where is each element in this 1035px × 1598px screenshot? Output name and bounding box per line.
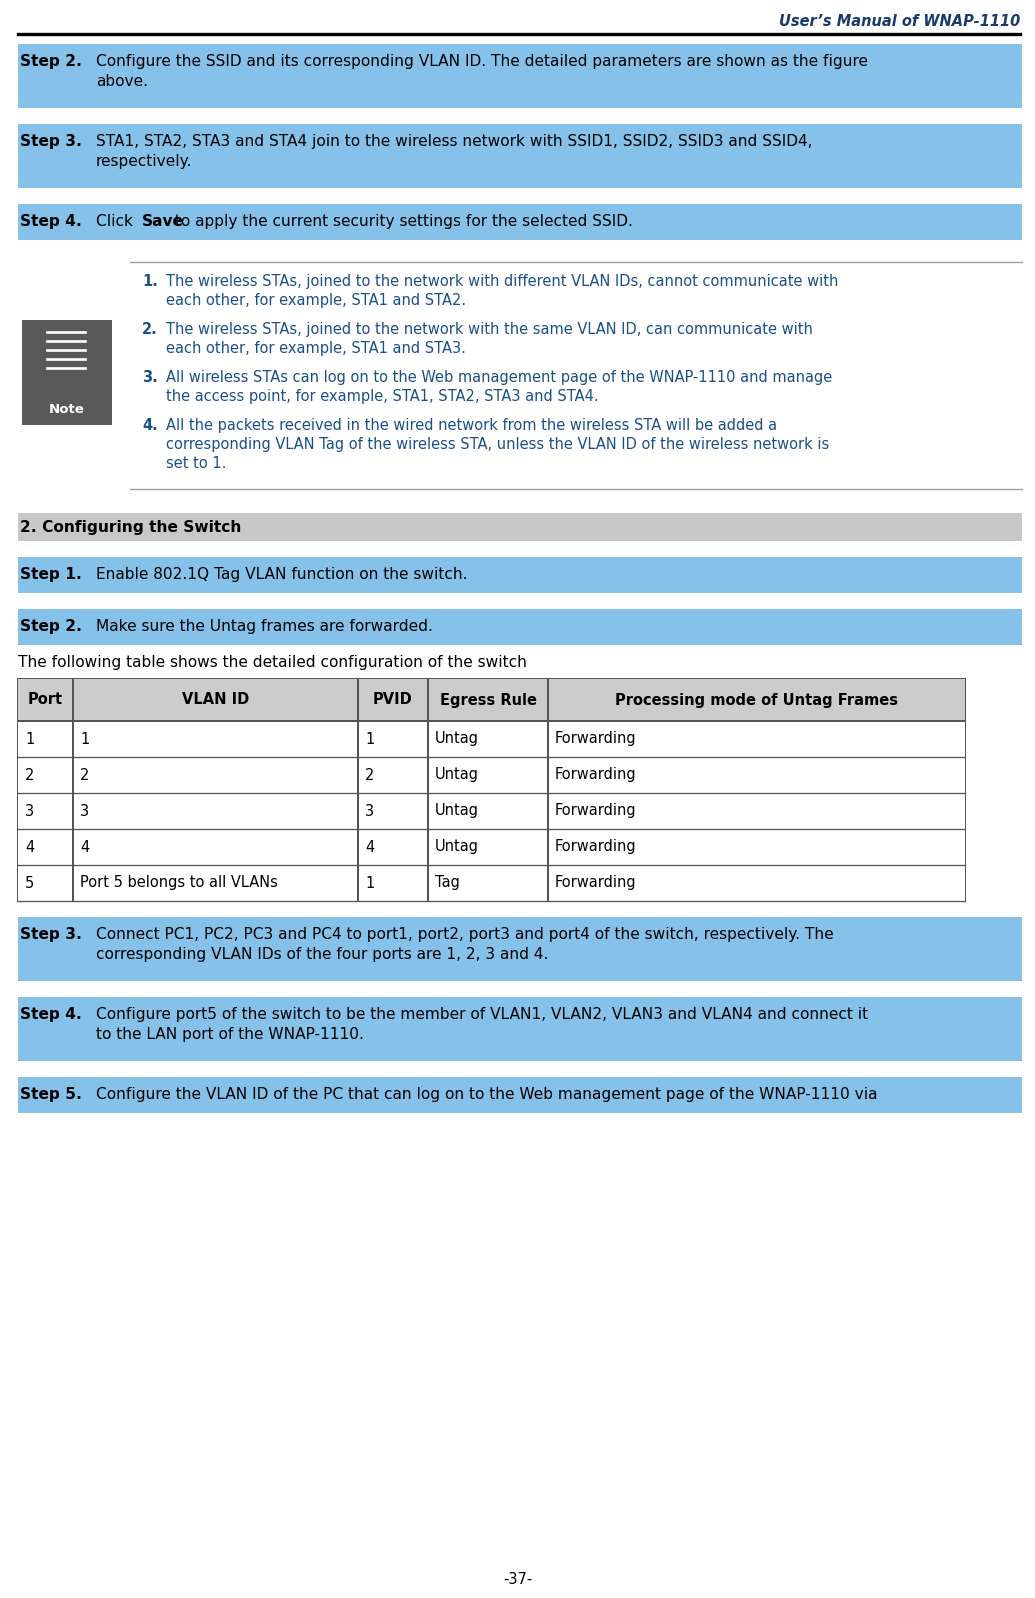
Text: Untag: Untag bbox=[435, 767, 479, 783]
Text: 2: 2 bbox=[80, 767, 89, 783]
Text: Untag: Untag bbox=[435, 804, 479, 818]
Text: 1: 1 bbox=[25, 732, 34, 746]
Text: 1: 1 bbox=[365, 876, 375, 890]
Text: 3: 3 bbox=[80, 804, 89, 818]
Bar bbox=[18, 1077, 1022, 1112]
Text: 4.: 4. bbox=[142, 419, 157, 433]
Bar bbox=[18, 125, 1022, 189]
Text: All wireless STAs can log on to the Web management page of the WNAP-1110 and man: All wireless STAs can log on to the Web … bbox=[166, 371, 832, 385]
Text: Step 1.: Step 1. bbox=[20, 567, 82, 582]
Text: Step 3.: Step 3. bbox=[20, 134, 82, 149]
Text: 2. Configuring the Switch: 2. Configuring the Switch bbox=[20, 519, 241, 535]
Bar bbox=[18, 45, 1022, 109]
Text: each other, for example, STA1 and STA3.: each other, for example, STA1 and STA3. bbox=[166, 340, 466, 356]
Text: 3: 3 bbox=[365, 804, 374, 818]
Text: VLAN ID: VLAN ID bbox=[182, 692, 249, 708]
Bar bbox=[18, 205, 1022, 240]
Text: 1: 1 bbox=[365, 732, 375, 746]
Text: 3: 3 bbox=[25, 804, 34, 818]
Text: Step 4.: Step 4. bbox=[20, 1007, 82, 1023]
Text: Forwarding: Forwarding bbox=[555, 839, 637, 855]
Text: Step 4.: Step 4. bbox=[20, 214, 82, 229]
Text: Processing mode of Untag Frames: Processing mode of Untag Frames bbox=[615, 692, 898, 708]
Text: 1.: 1. bbox=[142, 273, 158, 289]
Text: Forwarding: Forwarding bbox=[555, 804, 637, 818]
Text: Click ⁠: Click ⁠ bbox=[96, 214, 138, 229]
Text: Tag: Tag bbox=[435, 876, 460, 890]
Text: respectively.: respectively. bbox=[96, 153, 193, 169]
Text: 5: 5 bbox=[25, 876, 34, 890]
Text: above.: above. bbox=[96, 74, 148, 89]
Text: Configure the VLAN ID of the PC that can log on to the Web management page of th: Configure the VLAN ID of the PC that can… bbox=[96, 1087, 878, 1103]
Text: The following table shows the detailed configuration of the switch: The following table shows the detailed c… bbox=[18, 655, 527, 670]
Text: Forwarding: Forwarding bbox=[555, 732, 637, 746]
Text: Untag: Untag bbox=[435, 732, 479, 746]
Text: Step 2.: Step 2. bbox=[20, 54, 82, 69]
Bar bbox=[18, 679, 965, 901]
Bar bbox=[18, 793, 965, 829]
Text: STA1, STA2, STA3 and STA4 join to the wireless network with SSID1, SSID2, SSID3 : STA1, STA2, STA3 and STA4 join to the wi… bbox=[96, 134, 812, 149]
Text: 1: 1 bbox=[80, 732, 89, 746]
Text: Configure port5 of the switch to be the member of VLAN1, VLAN2, VLAN3 and VLAN4 : Configure port5 of the switch to be the … bbox=[96, 1007, 868, 1023]
Bar bbox=[22, 320, 112, 425]
Bar bbox=[18, 558, 1022, 593]
Text: Connect PC1, PC2, PC3 and PC4 to port1, port2, port3 and port4 of the switch, re: Connect PC1, PC2, PC3 and PC4 to port1, … bbox=[96, 927, 833, 941]
Text: The wireless STAs, joined to the network with different VLAN IDs, cannot communi: The wireless STAs, joined to the network… bbox=[166, 273, 838, 289]
Text: 3.: 3. bbox=[142, 371, 157, 385]
Bar bbox=[18, 997, 1022, 1061]
Text: corresponding VLAN IDs of the four ports are 1, 2, 3 and 4.: corresponding VLAN IDs of the four ports… bbox=[96, 948, 549, 962]
Text: Forwarding: Forwarding bbox=[555, 767, 637, 783]
Text: 4: 4 bbox=[80, 839, 89, 855]
Text: Configure the SSID and its corresponding VLAN ID. The detailed parameters are sh: Configure the SSID and its corresponding… bbox=[96, 54, 868, 69]
Text: Egress Rule: Egress Rule bbox=[440, 692, 536, 708]
Text: corresponding VLAN Tag of the wireless STA, unless the VLAN ID of the wireless n: corresponding VLAN Tag of the wireless S… bbox=[166, 436, 829, 452]
Text: Enable 802.1Q Tag VLAN function on the switch.: Enable 802.1Q Tag VLAN function on the s… bbox=[96, 567, 468, 582]
Bar bbox=[18, 513, 1022, 542]
Text: Untag: Untag bbox=[435, 839, 479, 855]
Text: 4: 4 bbox=[365, 839, 375, 855]
Bar bbox=[18, 917, 1022, 981]
Text: 4: 4 bbox=[25, 839, 34, 855]
Text: -37-: -37- bbox=[503, 1572, 532, 1587]
Bar bbox=[18, 679, 965, 721]
Text: Forwarding: Forwarding bbox=[555, 876, 637, 890]
Text: Step 3.: Step 3. bbox=[20, 927, 82, 941]
Text: 2.: 2. bbox=[142, 323, 157, 337]
Text: Step 5.: Step 5. bbox=[20, 1087, 82, 1103]
Bar bbox=[18, 609, 1022, 646]
Text: User’s Manual of WNAP-1110: User’s Manual of WNAP-1110 bbox=[778, 14, 1021, 29]
Text: set to 1.: set to 1. bbox=[166, 455, 227, 471]
Text: Note: Note bbox=[49, 403, 85, 415]
Text: Step 2.: Step 2. bbox=[20, 618, 82, 634]
Bar bbox=[18, 721, 965, 757]
Text: All the packets received in the wired network from the wireless STA will be adde: All the packets received in the wired ne… bbox=[166, 419, 777, 433]
Text: to the LAN port of the WNAP-1110.: to the LAN port of the WNAP-1110. bbox=[96, 1028, 364, 1042]
Text: Make sure the Untag frames are forwarded.: Make sure the Untag frames are forwarded… bbox=[96, 618, 433, 634]
Text: Port: Port bbox=[28, 692, 63, 708]
Bar bbox=[18, 865, 965, 901]
Text: each other, for example, STA1 and STA2.: each other, for example, STA1 and STA2. bbox=[166, 292, 466, 308]
Text: PVID: PVID bbox=[374, 692, 413, 708]
Text: Port 5 belongs to all VLANs: Port 5 belongs to all VLANs bbox=[80, 876, 277, 890]
Bar bbox=[18, 757, 965, 793]
Text: the access point, for example, STA1, STA2, STA3 and STA4.: the access point, for example, STA1, STA… bbox=[166, 388, 598, 404]
Text: ⁠ to apply the current security settings for the selected SSID.: ⁠ to apply the current security settings… bbox=[171, 214, 633, 229]
Bar bbox=[18, 829, 965, 865]
Text: Save: Save bbox=[142, 214, 183, 229]
Text: The wireless STAs, joined to the network with the same VLAN ID, can communicate : The wireless STAs, joined to the network… bbox=[166, 323, 812, 337]
Text: 2: 2 bbox=[25, 767, 34, 783]
Text: 2: 2 bbox=[365, 767, 375, 783]
